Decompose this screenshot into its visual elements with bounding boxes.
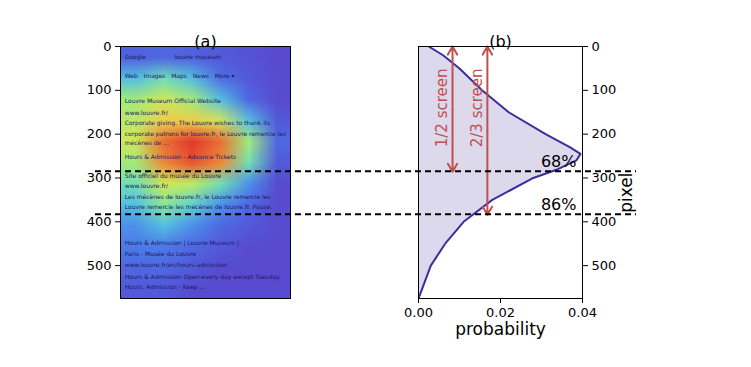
svg-text:200: 200 [87,126,112,141]
svg-text:0: 0 [103,39,111,54]
svg-text:corporate patrons for louvre.f: corporate patrons for louvre.fr, le Louv… [125,130,286,138]
svg-text:louvre museum: louvre museum [174,53,221,60]
svg-text:Site officiel du musée du Louv: Site officiel du musée du Louvre [125,172,222,179]
svg-text:Corporate giving. The Louvre w: Corporate giving. The Louvre wishes to t… [125,119,271,127]
svg-text:300: 300 [592,170,617,185]
svg-text:Google: Google [125,53,146,61]
svg-text:68%: 68% [541,152,577,171]
svg-text:100: 100 [592,82,617,97]
svg-text:0.04: 0.04 [568,305,597,320]
svg-text:mécènes de ...: mécènes de ... [125,139,169,146]
svg-text:probability: probability [455,319,546,339]
svg-text:400: 400 [87,214,112,229]
svg-text:Hours & Admission | Louvre Mus: Hours & Admission | Louvre Museum | [125,239,239,247]
svg-text:400: 400 [592,214,617,229]
svg-text:500: 500 [87,258,112,273]
svg-text:0.02: 0.02 [486,305,515,320]
svg-text:Hours & Admission - Advance Ti: Hours & Admission - Advance Tickets [125,153,236,160]
svg-text:Louvre Museum Official Website: Louvre Museum Official Website [125,97,222,104]
svg-text:2/3 screen: 2/3 screen [468,69,486,148]
svg-text:Louvre remercie les mécènes de: Louvre remercie les mécènes de louvre.fr… [125,203,273,210]
svg-text:pixel: pixel [616,173,636,213]
svg-text:200: 200 [592,126,617,141]
svg-text:1/2 screen: 1/2 screen [433,69,451,148]
svg-text:www.louvre.fr/: www.louvre.fr/ [125,182,169,189]
svg-text:500: 500 [592,258,617,273]
svg-text:300: 300 [87,170,112,185]
svg-text:0: 0 [592,39,600,54]
svg-text:Web Images Maps News M: Web Images Maps News More ▾ [125,72,235,80]
svg-text:0.00: 0.00 [404,305,433,320]
svg-text:100: 100 [87,82,112,97]
svg-text:www.louvre.fr/en/hours-admissi: www.louvre.fr/en/hours-admission [125,261,227,268]
svg-text:(b): (b) [489,32,512,51]
svg-text:www.louvre.fr/: www.louvre.fr/ [125,109,169,116]
svg-text:Hours, Admission - Keep ...: Hours, Admission - Keep ... [125,283,206,291]
svg-text:Les mécènes de louvre.fr, le L: Les mécènes de louvre.fr, le Louvre reme… [125,193,271,200]
svg-text:(a): (a) [194,32,216,51]
svg-text:Hours & Admission Open every d: Hours & Admission Open every day except … [125,273,281,281]
svg-text:86%: 86% [541,195,577,214]
svg-text:Paris - Musée du Louvre: Paris - Musée du Louvre [125,250,197,257]
